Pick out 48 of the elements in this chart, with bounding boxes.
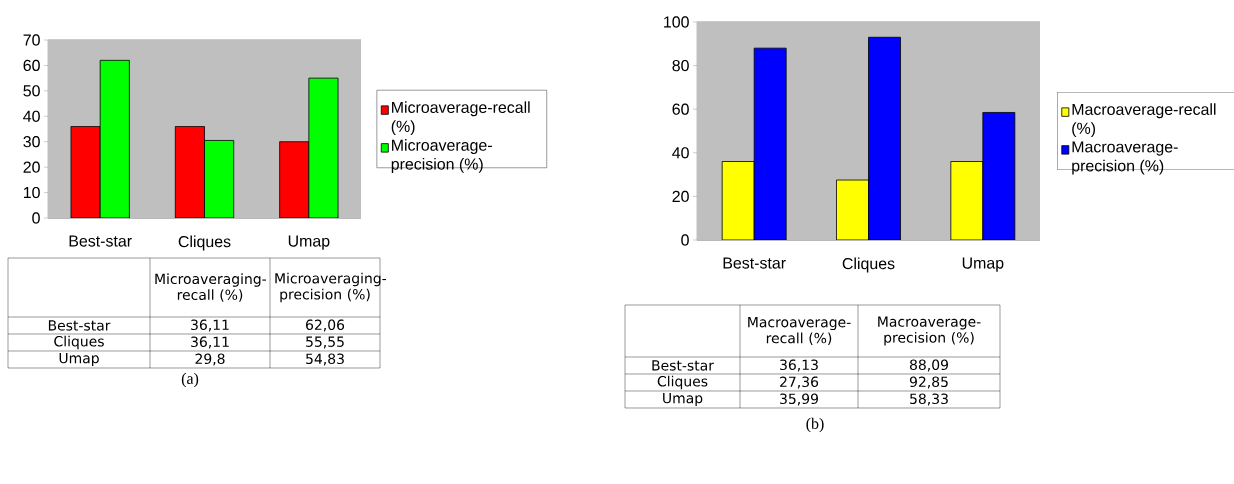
category-label: Cliques [657,375,708,390]
y-tick-label: 20 [672,190,689,203]
text: 54,83 [306,353,344,366]
x-tick-label: Best-star [69,235,132,247]
y-tick-label: 0 [32,212,40,224]
y-tick-label: 70 [23,34,40,46]
text: Microaveraging-precision (%) [275,272,387,303]
text: 36,13 [780,359,818,372]
y-tick-label: 100 [664,16,689,28]
y-tick-label: 80 [672,59,689,72]
y-tick-label: 0 [681,234,689,246]
y-tick-label: 20 [23,161,40,173]
x-tick-label: Umap [288,235,330,250]
text: (a) [181,372,199,388]
text: 27,36 [780,376,819,389]
y-tick-label: 40 [23,110,40,122]
category-label: Best-star [48,320,111,331]
legend-label: Microaverage-recall (%) [391,101,530,136]
legend-label: Macroaverage-recall (%) [1072,103,1216,138]
y-tick-label: 60 [23,59,40,72]
text: 35,99 [780,393,818,406]
text: 88,09 [909,359,948,372]
category-label: Cliques [54,335,104,350]
text: 36,11 [191,336,229,349]
category-label: Best-star [652,360,714,371]
text: 36,11 [191,319,229,332]
y-tick-label: 10 [23,186,40,199]
text: Macroaverage-precision (%) [878,316,981,346]
y-tick-label: 60 [672,103,689,115]
x-tick-label: Best-star [723,257,786,269]
x-tick-label: Cliques [842,257,895,273]
y-tick-label: 30 [23,136,40,148]
text: 62,06 [306,319,345,332]
category-label: Umap [663,392,703,407]
text: 29,8 [195,353,225,366]
x-tick-label: Cliques [178,235,231,251]
text: 58,33 [910,393,948,406]
text: 92,85 [909,376,948,389]
text: Macroaverage-recall (%) [748,317,851,345]
text: Microaveraging-recall (%) [155,273,267,302]
legend-label: Macroaverage-precision (%) [1072,141,1178,175]
y-tick-label: 40 [672,147,689,159]
text: 55,55 [306,336,344,349]
text: (b) [806,417,824,433]
x-tick-label: Umap [962,257,1004,272]
y-tick-label: 50 [23,85,40,97]
legend-label: Microaverage-precision (%) [391,139,492,173]
category-label: Umap [59,352,99,367]
